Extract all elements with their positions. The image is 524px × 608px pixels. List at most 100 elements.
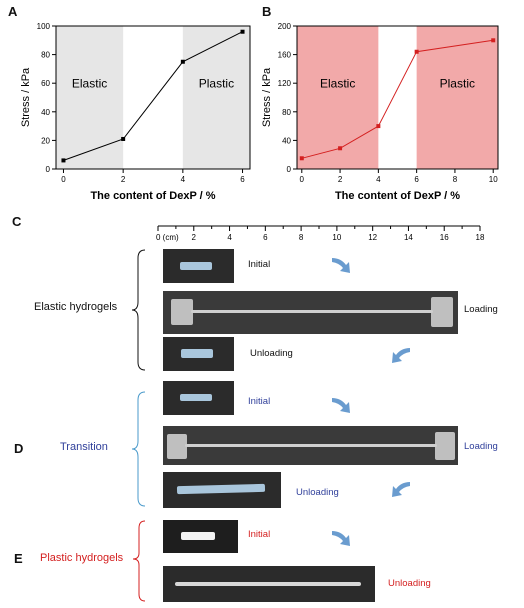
chart-a-x-axis-label: The content of DexP / % bbox=[90, 190, 215, 202]
photo-transition-unloading bbox=[163, 472, 281, 508]
chart-b: 0 40 80 120 160 200 0 2 4 6 8 10 Elastic Plastic The c… bbox=[262, 22, 499, 202]
label-elastic-initial: Initial bbox=[248, 259, 271, 270]
chart-b-y-axis-label: Stress / kPa bbox=[262, 67, 273, 127]
photo-plastic-unloading bbox=[163, 566, 375, 602]
ruler-tick-label: 16 bbox=[440, 233, 449, 242]
gel-sample bbox=[180, 394, 212, 401]
chart-b-y-tick-label: 160 bbox=[278, 51, 292, 60]
gel-stretched bbox=[191, 310, 433, 313]
chart-a-y-tick-label: 0 bbox=[46, 165, 51, 174]
clamp-right bbox=[435, 432, 455, 460]
label-transition-loading: Loading bbox=[464, 441, 498, 452]
ruler-tick-label: 2 bbox=[192, 233, 197, 242]
label-plastic-unloading: Unloading bbox=[388, 578, 431, 589]
photo-transition-loading bbox=[163, 426, 458, 465]
ruler: 0 (cm) 2 4 6 8 10 12 14 16 18 bbox=[156, 225, 485, 242]
chart-b-data-point bbox=[376, 124, 381, 129]
chart-b-y-tick-label: 80 bbox=[282, 108, 291, 117]
group-label-transition: Transition bbox=[60, 441, 108, 453]
chart-a-data-point bbox=[121, 136, 126, 141]
chart-a-y-tick-label: 80 bbox=[41, 51, 50, 60]
photo-elastic-unloading bbox=[163, 337, 234, 371]
chart-a-data-point bbox=[61, 158, 66, 163]
bracket-plastic bbox=[132, 520, 146, 602]
chart-b-data-point bbox=[491, 38, 496, 43]
label-transition-initial: Initial bbox=[248, 396, 271, 407]
arrow-icon bbox=[332, 258, 350, 273]
clamp-left bbox=[167, 434, 187, 459]
chart-b-y-tick-label: 120 bbox=[278, 79, 292, 88]
arrow-icon bbox=[332, 531, 350, 546]
chart-b-x-tick-label: 8 bbox=[453, 175, 458, 184]
gel-stretched bbox=[185, 444, 437, 447]
ruler-tick-label: 8 bbox=[299, 233, 304, 242]
gel-sample bbox=[175, 582, 361, 586]
chart-b-y-tick-label: 0 bbox=[287, 165, 292, 174]
chart-b-y-tick-label: 40 bbox=[282, 136, 291, 145]
photo-transition-initial bbox=[163, 381, 234, 415]
group-label-plastic: Plastic hydrogels bbox=[40, 552, 124, 564]
chart-b-x-tick-label: 10 bbox=[489, 175, 498, 184]
chart-b-region-label-elastic: Elastic bbox=[320, 76, 355, 90]
chart-a-x-tick-label: 0 bbox=[61, 175, 66, 184]
chart-a: 0 20 40 60 80 100 0 2 4 6 Elastic Plastic The conten… bbox=[20, 22, 251, 202]
chart-b-x-tick-label: 2 bbox=[338, 175, 343, 184]
chart-b-region-plastic bbox=[416, 26, 498, 169]
gel-sample bbox=[176, 483, 266, 495]
chart-b-region-elastic bbox=[297, 26, 379, 169]
chart-a-region-plastic bbox=[182, 26, 250, 169]
chart-b-data-point bbox=[338, 146, 343, 151]
chart-a-region-label-plastic: Plastic bbox=[199, 76, 234, 90]
chart-a-y-tick-label: 60 bbox=[41, 79, 50, 88]
label-elastic-unloading: Unloading bbox=[250, 348, 293, 359]
label-elastic-loading: Loading bbox=[464, 304, 498, 315]
panel-letter-e: E bbox=[14, 551, 23, 566]
gel-sample bbox=[181, 532, 215, 540]
gel-sample bbox=[180, 262, 212, 270]
chart-b-x-tick-label: 4 bbox=[376, 175, 381, 184]
chart-a-y-tick-label: 40 bbox=[41, 108, 50, 117]
chart-a-y-tick-label: 100 bbox=[37, 22, 51, 31]
chart-a-data-point bbox=[180, 59, 185, 64]
chart-b-x-tick-label: 6 bbox=[414, 175, 419, 184]
chart-a-y-tick-label: 20 bbox=[41, 136, 50, 145]
chart-a-x-tick-label: 6 bbox=[240, 175, 245, 184]
ruler-tick-label: 14 bbox=[404, 233, 413, 242]
chart-b-x-tick-label: 0 bbox=[300, 175, 305, 184]
label-plastic-initial: Initial bbox=[248, 529, 271, 540]
ruler-tick-label: 0 (cm) bbox=[156, 233, 179, 242]
panel-letter-a: A bbox=[8, 4, 18, 19]
ruler-tick-label: 4 bbox=[227, 233, 232, 242]
chart-a-region-label-elastic: Elastic bbox=[72, 76, 107, 90]
chart-a-y-axis-label: Stress / kPa bbox=[20, 67, 32, 127]
chart-a-plot-frame bbox=[55, 25, 251, 170]
arrow-icon bbox=[392, 348, 410, 363]
chart-b-x-axis-label: The content of DexP / % bbox=[335, 190, 460, 202]
panel-letter-c: C bbox=[12, 214, 22, 229]
chart-a-data-point bbox=[240, 29, 245, 34]
chart-b-plot-frame bbox=[296, 25, 499, 170]
arrow-icon bbox=[332, 398, 350, 413]
ruler-tick-label: 10 bbox=[332, 233, 341, 242]
group-label-elastic: Elastic hydrogels bbox=[34, 301, 118, 313]
chart-a-x-tick-label: 4 bbox=[181, 175, 186, 184]
panel-letter-d: D bbox=[14, 441, 24, 456]
chart-a-x-tick-label: 2 bbox=[121, 175, 126, 184]
chart-a-region-elastic bbox=[56, 26, 124, 169]
bracket-elastic bbox=[131, 249, 146, 371]
chart-b-y-tick-label: 200 bbox=[278, 22, 292, 31]
chart-b-region-label-plastic: Plastic bbox=[440, 76, 475, 90]
ruler-tick-label: 18 bbox=[476, 233, 485, 242]
chart-b-data-point bbox=[299, 156, 304, 161]
gel-sample bbox=[181, 349, 213, 358]
ruler-tick-label: 6 bbox=[263, 233, 268, 242]
label-transition-unloading: Unloading bbox=[296, 487, 339, 498]
bracket-transition bbox=[131, 391, 146, 507]
panel-letter-b: B bbox=[262, 4, 272, 19]
arrow-icon bbox=[392, 482, 410, 497]
clamp-right bbox=[431, 297, 453, 327]
ruler-tick-label: 12 bbox=[368, 233, 377, 242]
chart-b-data-point bbox=[414, 49, 419, 54]
photo-elastic-initial bbox=[163, 249, 234, 283]
clamp-left bbox=[171, 299, 193, 325]
